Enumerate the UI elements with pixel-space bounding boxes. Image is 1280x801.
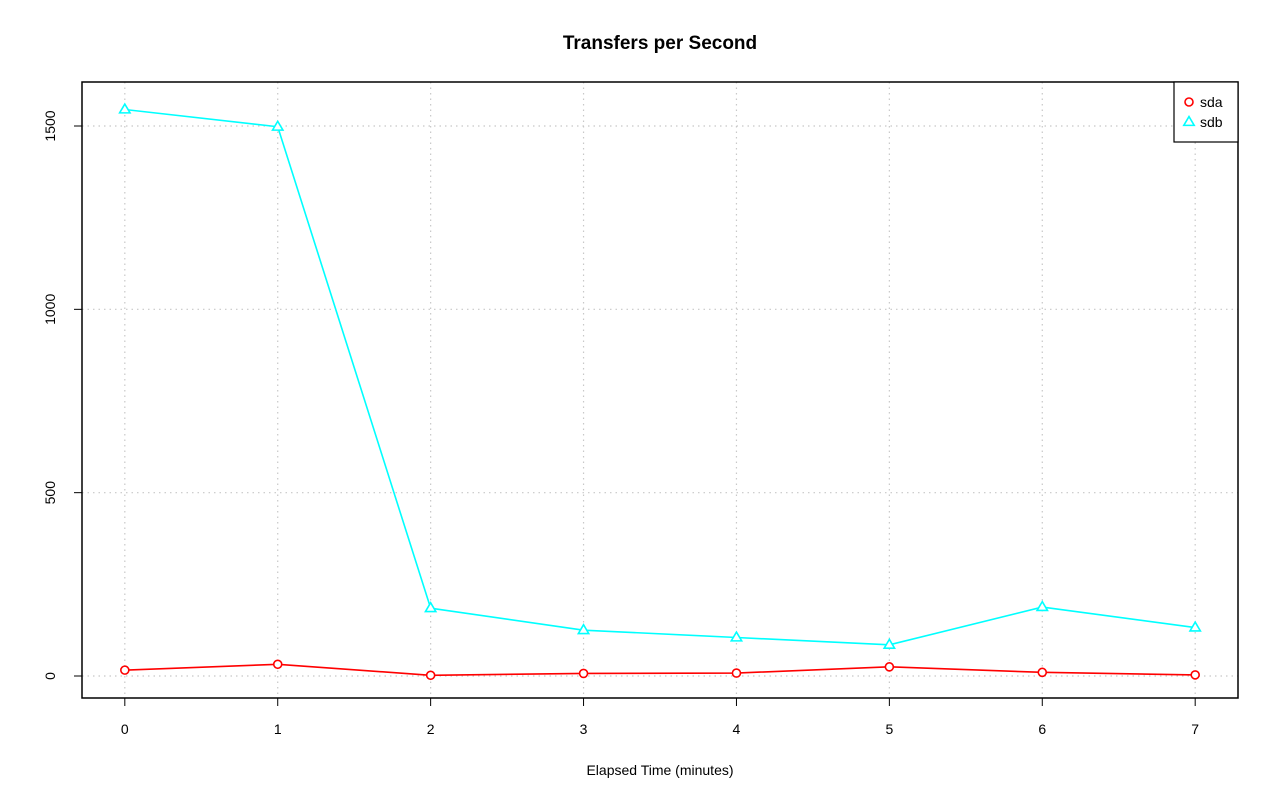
x-tick-label: 0 (121, 721, 129, 737)
data-point-sdb (729, 630, 744, 642)
x-tick-label: 4 (733, 721, 741, 737)
data-point-sda (272, 659, 283, 670)
legend-label-sdb: sdb (1200, 114, 1223, 130)
data-point-sda (425, 670, 436, 681)
data-point-sda (731, 668, 742, 678)
x-tick-label: 6 (1038, 721, 1046, 737)
x-axis-label: Elapsed Time (minutes) (586, 762, 733, 778)
legend-marker-sdb (1182, 114, 1196, 127)
data-point-sdb (1188, 620, 1202, 632)
chart-title: Transfers per Second (563, 33, 757, 54)
data-point-sdb (271, 119, 285, 131)
x-axis: 0 1 2 3 4 5 6 7 (121, 698, 1199, 737)
x-tick-label: 3 (580, 721, 588, 737)
legend-marker-sda (1184, 97, 1194, 107)
series-line-sdb (124, 108, 1196, 646)
data-point-sda (578, 668, 589, 679)
series-sdb (118, 102, 1202, 650)
y-axis: 0 500 1000 1500 (42, 110, 82, 680)
data-point-sdb (118, 102, 132, 114)
legend-label-sda: sda (1200, 94, 1223, 110)
series-sda (120, 659, 1200, 681)
data-point-sdb (882, 637, 896, 650)
y-tick-label: 0 (42, 672, 58, 680)
x-tick-label: 5 (885, 721, 893, 737)
plot-frame (81, 81, 1239, 699)
legend: sda sdb (1173, 81, 1239, 143)
data-point-sda (884, 662, 895, 672)
data-point-sda (1037, 667, 1048, 678)
legend-box (1173, 81, 1239, 143)
x-tick-label: 2 (427, 721, 435, 737)
series-line-sda (124, 663, 1196, 677)
data-point-sdb (576, 623, 591, 635)
y-tick-label: 1500 (42, 110, 58, 141)
y-tick-label: 1000 (42, 294, 58, 325)
data-point-sda (1190, 670, 1200, 680)
y-tick-label: 500 (42, 481, 58, 505)
x-tick-label: 1 (274, 721, 282, 737)
grid-lines (82, 82, 1238, 698)
data-point-sdb (424, 601, 438, 613)
data-point-sda (120, 665, 130, 675)
x-tick-label: 7 (1191, 721, 1199, 737)
data-point-sdb (1035, 600, 1049, 612)
series-layer (118, 102, 1202, 681)
